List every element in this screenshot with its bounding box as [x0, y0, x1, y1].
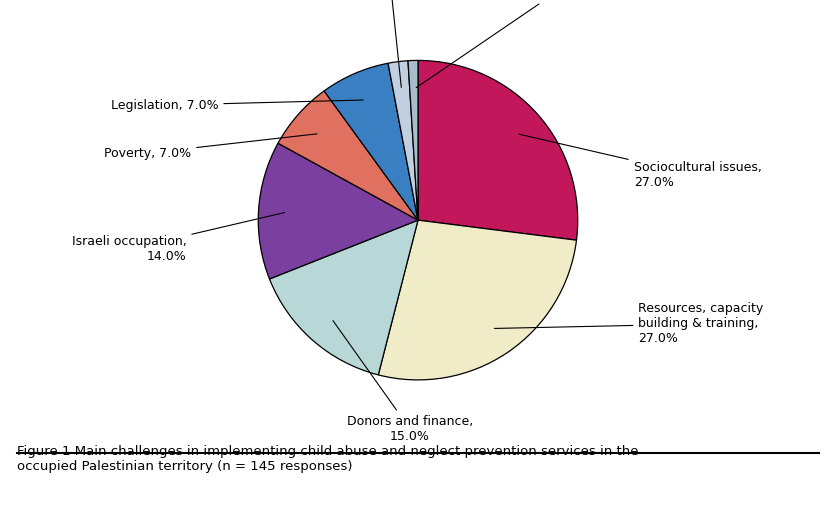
- Text: Figure 1 Main challenges in implementing child abuse and neglect prevention serv: Figure 1 Main challenges in implementing…: [17, 445, 638, 474]
- Wedge shape: [278, 91, 418, 220]
- Wedge shape: [418, 60, 578, 240]
- Text: Israeli occupation,
14.0%: Israeli occupation, 14.0%: [72, 212, 284, 263]
- Text: Poverty, 7.0%: Poverty, 7.0%: [104, 134, 317, 160]
- Text: Issues related to the
mothers or children,
2.0%: Issues related to the mothers or childre…: [325, 0, 453, 88]
- Text: Resources, capacity
building & training,
27.0%: Resources, capacity building & training,…: [494, 303, 764, 346]
- Wedge shape: [258, 143, 418, 279]
- Wedge shape: [408, 60, 418, 220]
- Wedge shape: [324, 63, 418, 220]
- Text: Legislation, 7.0%: Legislation, 7.0%: [110, 99, 363, 112]
- Text: Palestinian Authority
institutions, 1.0%: Palestinian Authority institutions, 1.0%: [416, 0, 630, 88]
- Text: Donors and finance,
15.0%: Donors and finance, 15.0%: [333, 321, 473, 443]
- Wedge shape: [388, 61, 418, 220]
- Wedge shape: [378, 220, 577, 380]
- Text: Sociocultural issues,
27.0%: Sociocultural issues, 27.0%: [519, 134, 762, 189]
- Wedge shape: [269, 220, 418, 375]
